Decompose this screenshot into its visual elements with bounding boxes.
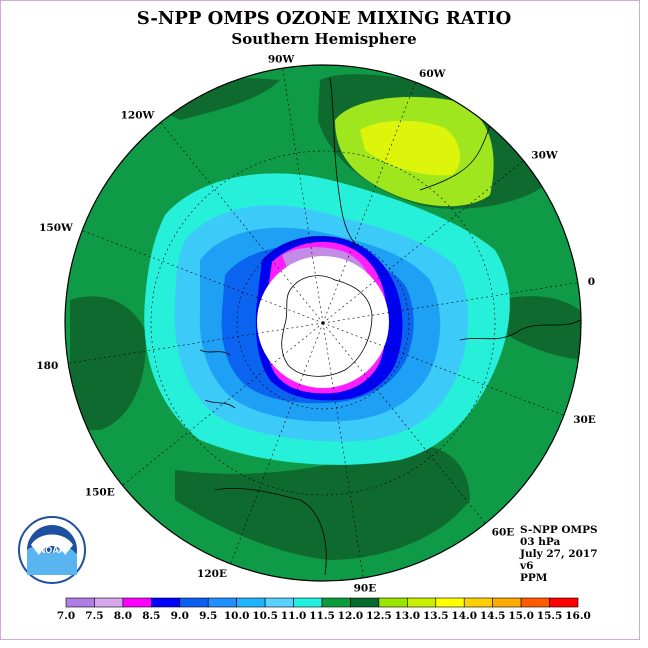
colorbar-swatch — [65, 597, 95, 608]
colorbar-tick-label: 7.5 — [85, 610, 103, 622]
info-units: PPM — [520, 572, 548, 584]
africa-coastline — [459, 319, 581, 341]
longitude-label: 60W — [419, 68, 446, 80]
meridian-line — [68, 322, 324, 364]
colorbar-tick-label: 10.5 — [252, 610, 278, 622]
noaa-logo: NOAA — [18, 516, 86, 584]
australia-coastline — [214, 487, 327, 576]
colorbar-swatch — [264, 597, 294, 608]
contour-dark-green-w — [70, 296, 146, 430]
longitude-label: 150E — [85, 487, 115, 499]
longitude-label: 0 — [588, 276, 595, 288]
meridian-line — [160, 122, 324, 324]
colorbar-tick-label: 8.5 — [142, 610, 160, 622]
colorbar-swatch — [520, 597, 550, 608]
colorbar-tick-label: 9.5 — [199, 610, 217, 622]
colorbar-tick-label: 13.5 — [423, 610, 449, 622]
colorbar-tick-label: 10.0 — [224, 610, 250, 622]
colorbar-swatch — [378, 597, 408, 608]
meridian-line — [322, 82, 416, 324]
colorbar-tick-label: 12.0 — [338, 610, 364, 622]
contour-13-0 — [360, 120, 461, 176]
longitude-label: 120W — [121, 110, 155, 122]
info-satellite: S-NPP OMPS — [520, 524, 598, 536]
colorbar-swatch — [122, 597, 152, 608]
contour-dark-green-s — [175, 444, 470, 560]
colorbar-tick-label: 12.5 — [366, 610, 392, 622]
colorbar-swatch — [350, 597, 380, 608]
colorbar-swatch — [179, 597, 209, 608]
colorbar-swatches — [65, 597, 579, 608]
contour-dark-green-e — [500, 296, 581, 360]
colorbar-tick-label: 7.0 — [57, 610, 75, 622]
map-subtitle: Southern Hemisphere — [231, 30, 417, 48]
meridian-line — [122, 322, 324, 486]
new-zealand-coastline — [199, 349, 236, 409]
colorbar-swatch — [321, 597, 351, 608]
colorbar-swatch — [207, 597, 237, 608]
figure-frame — [0, 0, 640, 640]
colorbar-swatch — [492, 597, 522, 608]
longitude-label: 120E — [197, 568, 227, 580]
longitude-label: 60E — [492, 526, 515, 538]
meridian-line — [322, 322, 364, 578]
colorbar-swatch — [463, 597, 493, 608]
noaa-logo-text: NOAA — [39, 545, 66, 555]
colorbar-swatch — [407, 597, 437, 608]
longitude-label: 180 — [36, 360, 58, 372]
colorbar-tick-label: 14.5 — [480, 610, 506, 622]
colorbar-swatch — [435, 597, 465, 608]
longitude-label: 30W — [531, 149, 558, 161]
colorbar-tick-label: 9.0 — [171, 610, 189, 622]
ozone-field — [65, 65, 581, 581]
longitude-label: 90E — [354, 583, 377, 595]
meridian-line — [282, 68, 324, 324]
colorbar-swatch — [151, 597, 181, 608]
map-title: S-NPP OMPS OZONE MIXING RATIO — [136, 8, 512, 29]
graticule — [68, 68, 578, 578]
meridian-line — [82, 230, 324, 324]
colorbar-tick-label: 11.5 — [309, 610, 335, 622]
info-pressure-level: 03 hPa — [520, 536, 561, 548]
longitude-label: 30E — [573, 414, 596, 426]
south-america-coastline — [329, 77, 359, 247]
longitude-labels: 90W 60W 30W 0 30E 60E 90E 120E 150E 180 150W 120W — [36, 53, 595, 594]
colorbar-tick-label: 8.0 — [114, 610, 132, 622]
colorbar-swatch — [549, 597, 579, 608]
antarctica-coastline — [281, 275, 373, 377]
meridian-line — [322, 322, 486, 524]
colorbar-swatch — [293, 597, 323, 608]
colorbar-tick-label: 15.0 — [508, 610, 534, 622]
latitude-circle-outer — [150, 150, 496, 496]
info-date: July 27, 2017 — [520, 548, 598, 560]
colorbar-tick-label: 11.0 — [281, 610, 307, 622]
colorbar-tick-label: 14.0 — [451, 610, 477, 622]
colorbar-tick-label: 13.0 — [395, 610, 421, 622]
colorbar-tick-label: 16.0 — [565, 610, 591, 622]
meridian-line — [322, 160, 524, 324]
info-version: v6 — [520, 560, 534, 572]
meridian-line — [322, 282, 578, 324]
colorbar: 7.0 7.5 8.0 8.5 9.0 9.5 10.0 10.5 11.0 11.5 12.0 12… — [57, 597, 591, 622]
colorbar-ticks: 7.0 7.5 8.0 8.5 9.0 9.5 10.0 10.5 11.0 11.5 12.0 12… — [57, 610, 591, 622]
longitude-label: 150W — [39, 222, 73, 234]
latitude-circle-inner — [236, 236, 410, 410]
map-boundary — [64, 64, 582, 582]
colorbar-swatch — [94, 597, 124, 608]
colorbar-tick-label: 15.5 — [537, 610, 563, 622]
colorbar-swatch — [236, 597, 266, 608]
longitude-label: 90W — [268, 53, 295, 65]
